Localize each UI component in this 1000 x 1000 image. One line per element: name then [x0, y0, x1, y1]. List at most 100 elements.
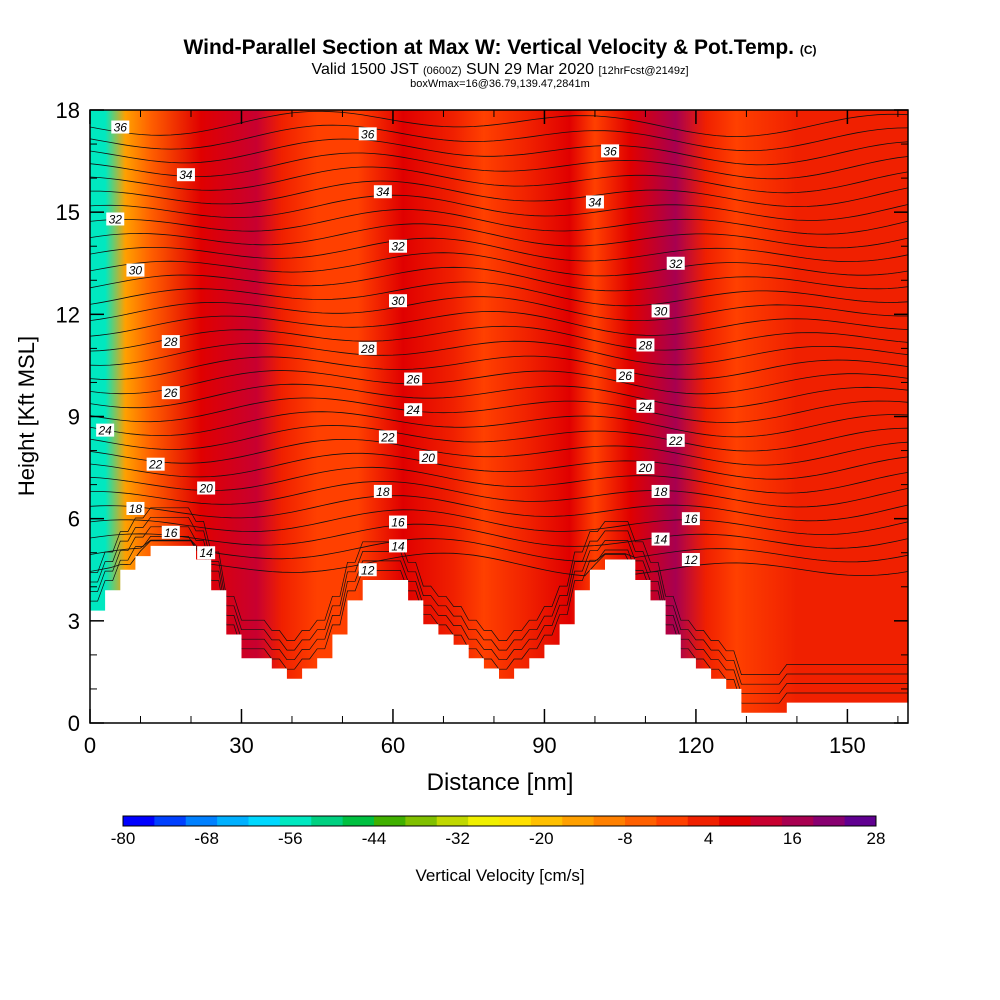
isentrope-line — [90, 296, 908, 322]
colorbar-swatch — [656, 816, 689, 826]
isentrope-line — [90, 452, 908, 480]
theta-label: 22 — [378, 430, 397, 444]
theta-label-box — [666, 256, 685, 270]
theta-label-text: 30 — [129, 264, 143, 278]
x-axis-label: Distance [nm] — [427, 769, 574, 796]
colorbar-swatch — [719, 816, 751, 826]
x-tick-label: 0 — [84, 733, 96, 758]
theta-label-text: 18 — [654, 485, 668, 499]
colorbar-tick-label: -20 — [529, 829, 554, 848]
colorbar-tick-label: -32 — [445, 829, 470, 848]
isentrope-line — [90, 383, 908, 409]
theta-label: 18 — [373, 484, 392, 499]
theta-label-text: 22 — [668, 434, 683, 448]
terrain-mask — [90, 545, 908, 723]
colorbar-tick-label: -56 — [278, 829, 303, 848]
isentrope-line — [90, 397, 908, 424]
theta-label: 12 — [358, 563, 377, 577]
y-tick-label: 15 — [56, 200, 80, 225]
theta-label-text: 24 — [638, 400, 653, 414]
theta-label-box — [126, 263, 145, 277]
theta-label: 36 — [358, 127, 377, 141]
theta-label-box — [666, 433, 685, 447]
theta-label: 20 — [419, 450, 438, 465]
theta-label: 28 — [161, 335, 180, 349]
isentrope-line — [90, 480, 908, 508]
theta-label: 26 — [616, 369, 635, 383]
theta-label: 24 — [636, 399, 655, 414]
x-tick-label: 60 — [381, 733, 405, 758]
theta-label-text: 22 — [380, 430, 395, 444]
isentrope-line — [90, 370, 908, 395]
theta-label-box — [636, 399, 655, 413]
x-tick-label: 90 — [532, 733, 556, 758]
theta-label-box — [176, 168, 195, 182]
theta-label: 18 — [126, 501, 145, 516]
theta-label-box — [585, 195, 604, 209]
colorbar-swatch — [248, 816, 281, 826]
isentrope-line — [90, 355, 908, 381]
theta-label-text: 32 — [669, 257, 683, 271]
isentrope-line — [90, 495, 908, 522]
colorbar-swatch — [844, 816, 877, 826]
colorbar-swatch — [342, 816, 375, 826]
theta-label-box — [146, 457, 165, 471]
theta-label-text: 18 — [129, 502, 143, 516]
theta-label-box — [96, 423, 115, 437]
x-tick-label: 120 — [678, 733, 715, 758]
theta-label: 22 — [666, 433, 685, 448]
colorbar-tick-label: -80 — [111, 829, 136, 848]
theta-label: 14 — [389, 539, 408, 553]
theta-label-text: 36 — [114, 121, 128, 135]
colorbar-tick-label: 4 — [704, 829, 713, 848]
y-tick-label: 9 — [68, 405, 80, 430]
boxw-info: boxWmax=16@36.79,139.47,2841m — [410, 78, 590, 90]
colorbar-swatch — [185, 816, 218, 826]
title-main: Wind-Parallel Section at Max W: Vertical… — [183, 36, 794, 59]
theta-label-text: 30 — [391, 294, 405, 308]
theta-label: 16 — [389, 515, 408, 530]
theta-label-box — [358, 127, 377, 141]
colorbar-tick-label: -68 — [194, 829, 219, 848]
colorbar-swatch — [374, 816, 406, 826]
isentrope-line — [90, 425, 908, 452]
plot-area — [90, 110, 908, 723]
y-axis-label: Height [Kft MSL] — [14, 336, 39, 496]
theta-label-box — [126, 501, 145, 515]
theta-label-text: 24 — [405, 403, 420, 417]
theta-label-box — [404, 372, 423, 386]
colorbar-tick-label: 28 — [867, 829, 886, 848]
colorbar-swatch — [687, 816, 720, 826]
theta-label-text: 34 — [376, 185, 390, 199]
colorbar-frame — [122, 815, 877, 827]
isentrope-line — [90, 166, 908, 194]
theta-label-box — [161, 525, 180, 539]
theta-label: 24 — [404, 403, 423, 417]
theta-label-box — [358, 341, 377, 355]
theta-label: 32 — [106, 212, 125, 226]
chart-subtitle: Valid 1500 JST (0600Z) SUN 29 Mar 2020 [… — [0, 61, 1000, 79]
theta-label-text: 36 — [361, 127, 375, 141]
theta-label: 12 — [681, 553, 700, 567]
theta-label-text: 28 — [163, 335, 178, 349]
theta-label: 34 — [585, 195, 604, 209]
isentrope-line — [90, 538, 908, 563]
theta-label-text: 26 — [405, 373, 420, 387]
theta-label-box — [161, 335, 180, 349]
theta-label-box — [358, 563, 377, 577]
theta-label-box — [111, 120, 130, 134]
copyright-mark: (C) — [799, 43, 817, 57]
theta-label: 20 — [636, 461, 655, 475]
theta-label-box — [636, 461, 655, 475]
isentrope-line — [90, 110, 908, 137]
vertical-velocity-field — [90, 110, 908, 723]
theta-label-text: 16 — [391, 516, 405, 530]
theta-label: 34 — [373, 185, 392, 199]
theta-label-box — [373, 484, 392, 498]
colorbar-swatch — [593, 816, 626, 826]
colorbar-swatch — [405, 816, 438, 826]
isentrope-line — [90, 325, 908, 352]
theta-label-text: 16 — [684, 512, 698, 526]
theta-label-text: 34 — [588, 195, 602, 209]
